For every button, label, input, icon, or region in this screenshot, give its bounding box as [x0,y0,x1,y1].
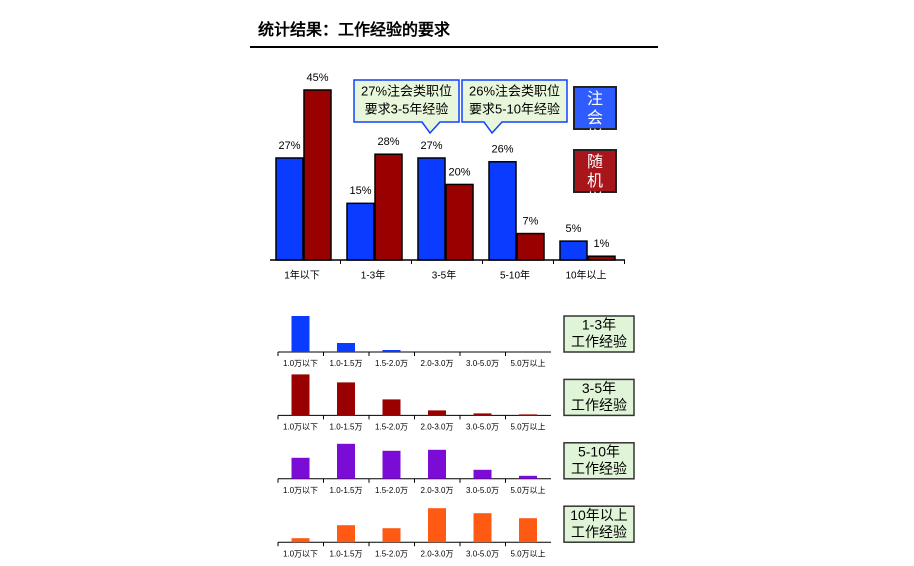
x-tick-label: 1.5-2.0万 [375,359,408,368]
panel-label: 3-5年 [582,380,616,396]
panel-label-box [563,378,635,417]
x-tick-label: 2.0-3.0万 [421,423,454,432]
panel-label: 工作经验 [571,397,627,413]
slide-title: 统计结果：工作经验的要求 [258,20,451,39]
bar [291,457,310,479]
bar [587,255,616,261]
value-label: 27% [278,140,300,152]
x-tick-label: 5.0万以上 [510,486,545,495]
bar [519,475,537,479]
legend-entry: 注会样本 [573,86,617,165]
bar [382,399,401,416]
x-tick-label: 2.0-3.0万 [421,359,454,368]
x-tick-label: 3.0-5.0万 [466,359,499,368]
bar [428,449,446,479]
callout-text: 要求3-5年经验 [365,101,449,116]
bar [519,414,537,416]
x-tick-label: 3.0-5.0万 [466,549,499,558]
x-tick-label: 2.0-3.0万 [421,486,454,495]
value-label: 45% [306,72,328,84]
bar [559,240,588,261]
x-tick-label: 5-10年 [500,269,530,282]
bar [346,202,375,261]
bar [488,161,517,261]
callout-box [353,79,460,135]
x-tick-label: 1.0-1.5万 [330,549,363,558]
x-tick-label: 1.5-2.0万 [375,486,408,495]
bar [291,374,310,416]
value-label: 27% [420,140,442,152]
panel-label: 工作经验 [571,461,627,477]
callout-text: 26%注会类职位 [469,83,560,98]
callout-text: 27%注会类职位 [361,83,452,98]
bar [291,316,310,352]
x-tick-label: 1.0-1.5万 [330,423,363,432]
x-tick-label: 1.5-2.0万 [375,549,408,558]
bar [337,343,355,352]
bar [417,157,446,261]
bar [382,528,401,543]
legend-entry: 随机样本 [573,149,617,228]
value-label: 5% [566,223,582,235]
panel-label: 5-10年 [578,444,620,460]
bar [519,518,537,543]
value-label: 15% [349,185,371,197]
value-label: 26% [491,144,513,156]
x-tick-label: 3-5年 [432,269,456,282]
value-label: 1% [594,238,610,250]
x-tick-label: 2.0-3.0万 [421,549,454,558]
bar [473,513,492,543]
value-label: 20% [448,166,470,178]
x-tick-label: 1.0-1.5万 [330,486,363,495]
bar [473,413,492,416]
bar [275,157,304,261]
x-tick-label: 1.0万以下 [283,486,318,495]
value-label: 7% [523,215,539,227]
callout-box [461,79,568,135]
bar [473,469,492,479]
x-tick-label: 5.0万以上 [510,549,545,558]
x-tick-label: 1.0万以下 [283,359,318,368]
bar [291,538,310,543]
panel-label: 10年以上 [570,507,628,523]
panel-label-box [563,315,635,353]
panel-label: 工作经验 [571,334,627,350]
bar [382,350,401,352]
bar [516,232,545,261]
x-tick-label: 5.0万以上 [510,359,545,368]
bar [337,525,355,543]
bar [303,89,332,261]
x-tick-label: 1.0-1.5万 [330,359,363,368]
x-tick-label: 1-3年 [361,269,385,282]
x-tick-label: 1.0万以下 [283,423,318,432]
x-tick-label: 1.5-2.0万 [375,423,408,432]
bar [337,382,355,416]
x-tick-label: 5.0万以上 [510,423,545,432]
x-tick-label: 1年以下 [284,269,320,282]
bar [445,183,474,261]
bar [337,443,355,479]
panel-label: 工作经验 [571,524,627,540]
bar [382,450,401,479]
value-label: 28% [377,136,399,148]
callout-text: 要求5-10年经验 [469,101,560,116]
x-tick-label: 1.0万以下 [283,549,318,558]
bar [374,153,403,261]
panel-label-box [563,442,635,480]
panel-label: 1-3年 [582,317,616,333]
x-tick-label: 3.0-5.0万 [466,486,499,495]
x-tick-label: 3.0-5.0万 [466,423,499,432]
bar [428,508,446,543]
bar [428,410,446,416]
x-tick-label: 10年以上 [565,269,606,282]
panel-label-box [563,505,635,543]
